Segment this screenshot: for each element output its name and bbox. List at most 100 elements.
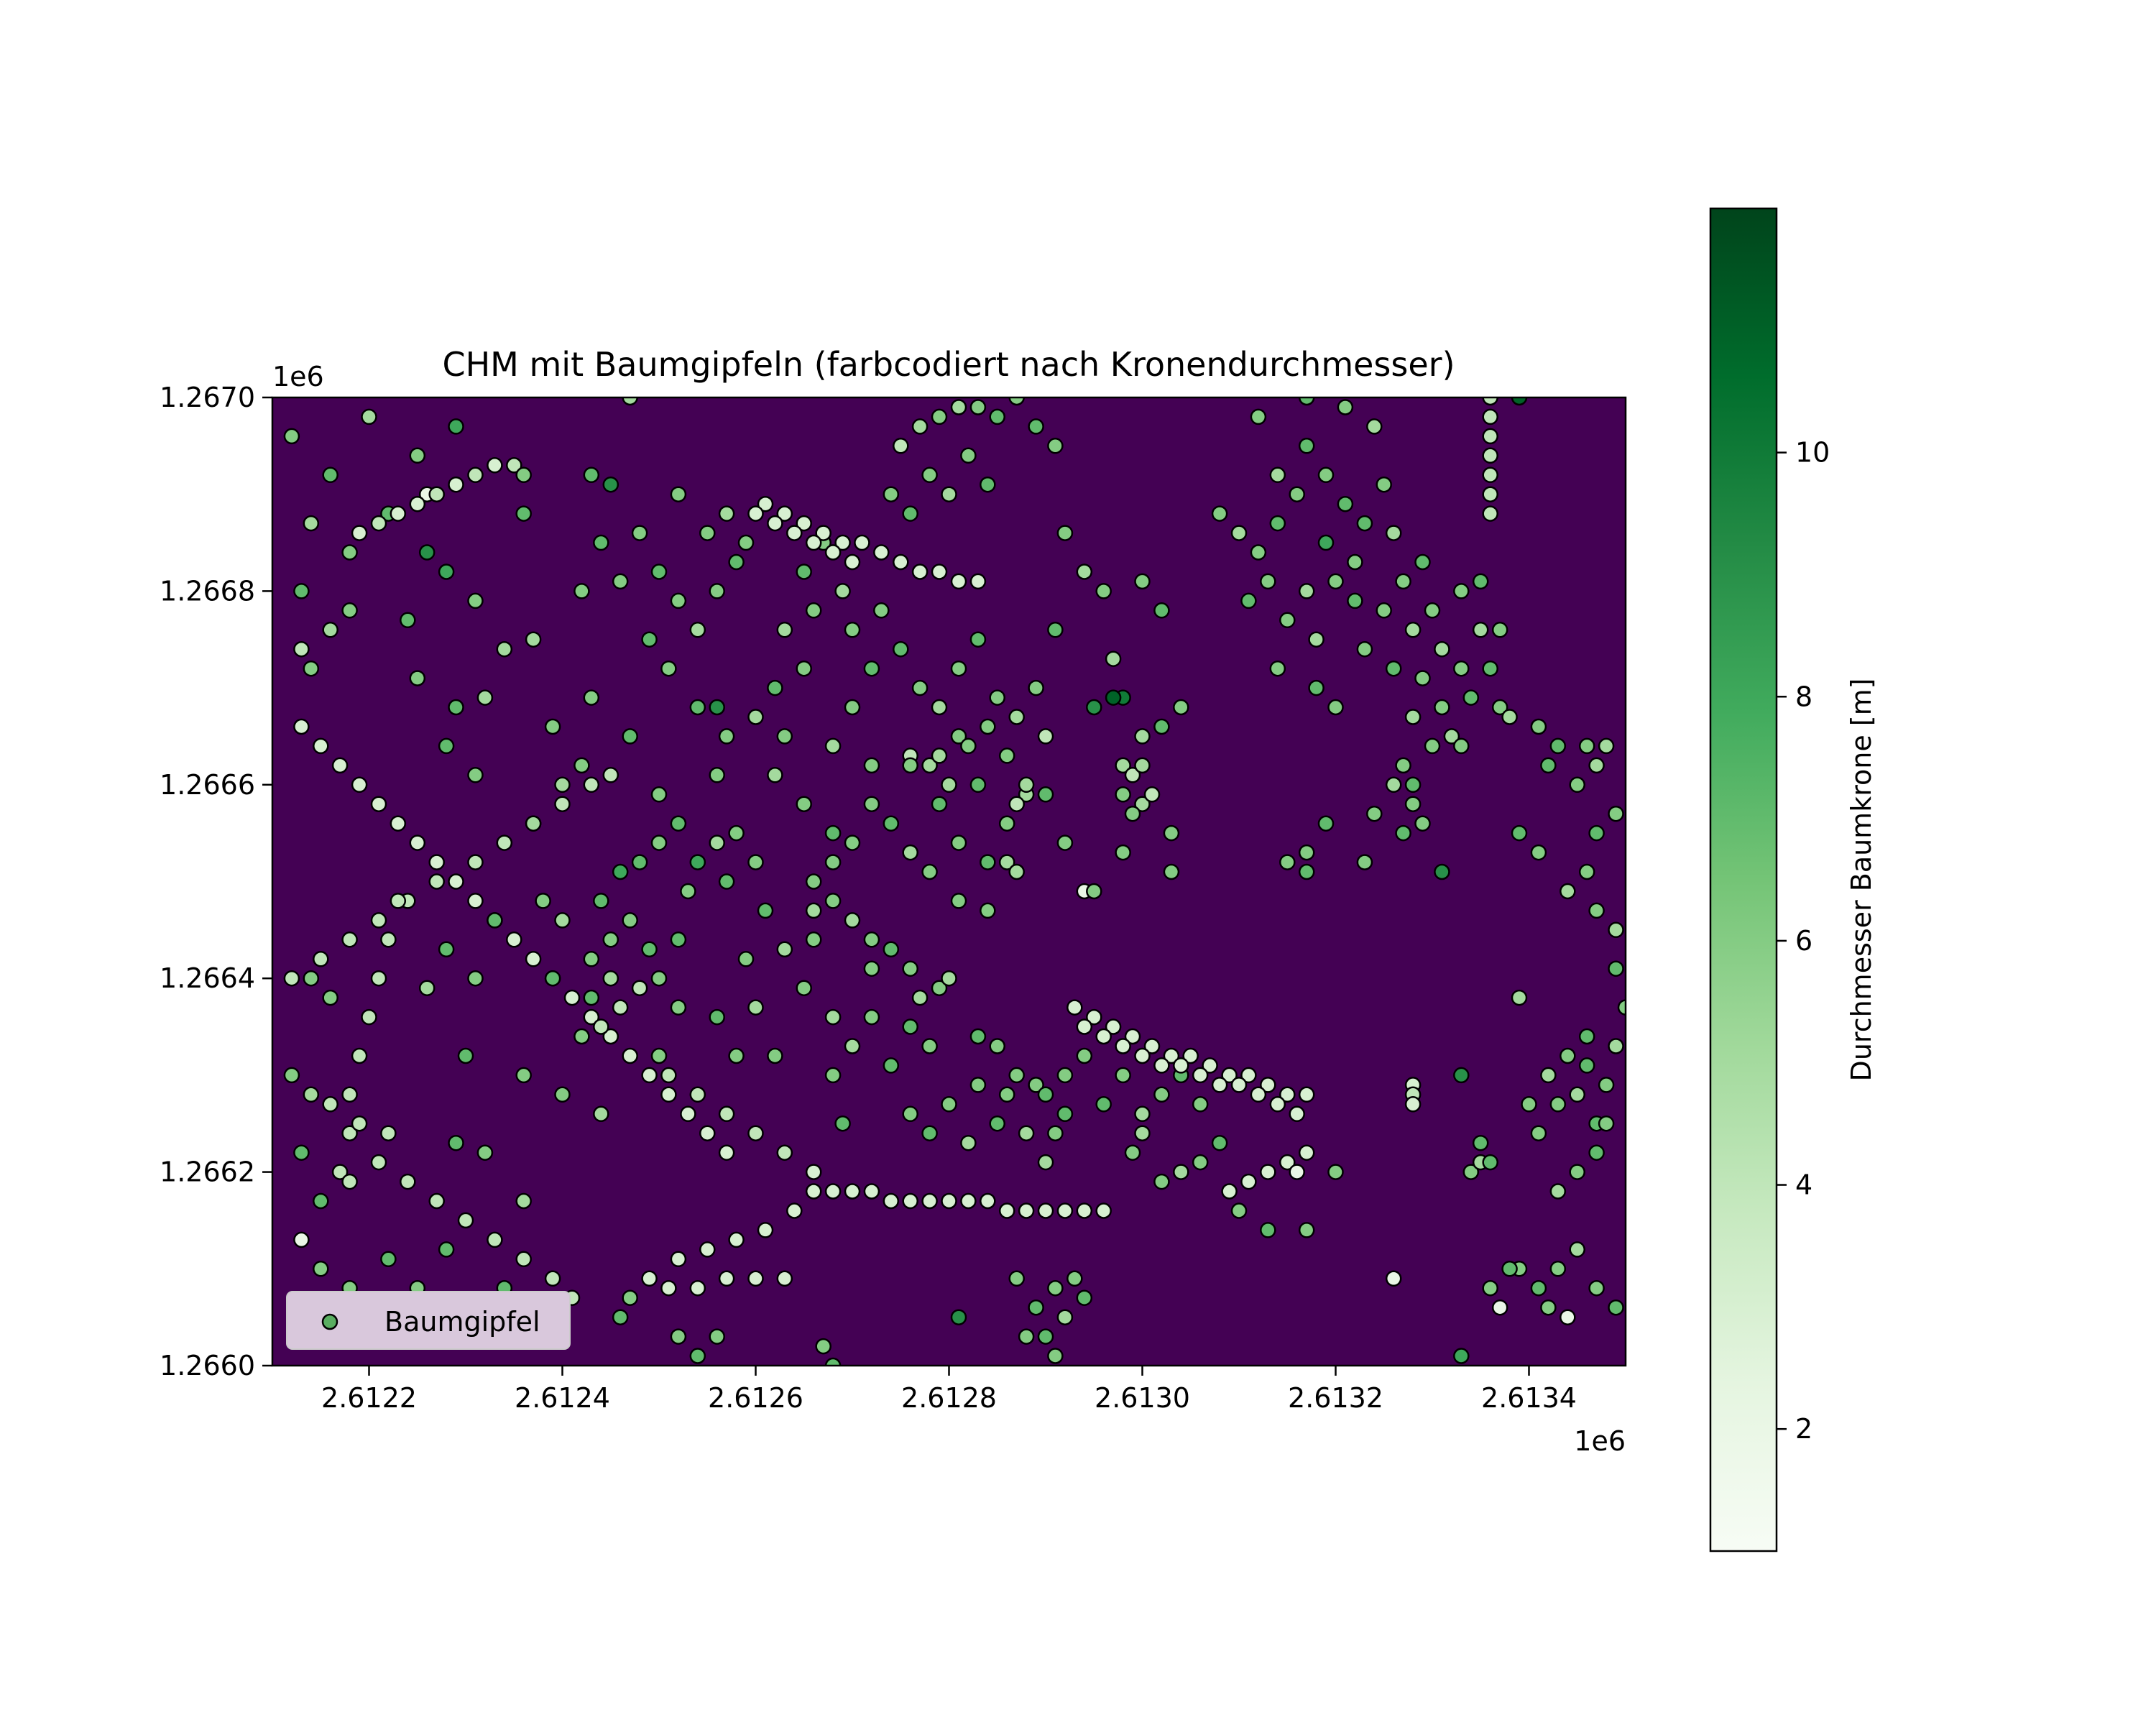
tree-top-point: [1018, 1328, 1035, 1345]
tree-top-point: [767, 515, 783, 532]
tree-top-point: [796, 515, 812, 532]
tree-top-point: [776, 728, 793, 745]
tree-top-point: [1608, 960, 1624, 977]
tree-top-point: [1424, 602, 1441, 619]
tree-top-point: [622, 397, 638, 406]
tree-top-point: [380, 1251, 397, 1268]
tree-top-point: [1298, 1086, 1315, 1103]
tree-top-point: [1056, 1202, 1074, 1219]
tree-top-point: [602, 476, 619, 493]
tree-top-point: [322, 1096, 338, 1113]
tree-top-point: [960, 737, 977, 755]
tree-top-point: [1134, 728, 1151, 745]
tree-top-point: [602, 932, 619, 948]
tree-top-point: [767, 767, 783, 783]
tree-top-point: [1105, 689, 1122, 706]
tree-top-point: [1260, 573, 1276, 590]
x-tick-label: 2.6124: [515, 1382, 610, 1414]
tree-top-point: [602, 1028, 619, 1045]
tree-top-point: [1317, 534, 1335, 551]
tree-top-point: [1578, 737, 1595, 755]
tree-top-point: [689, 1279, 706, 1297]
tree-top-point: [902, 960, 918, 977]
tree-top-point: [728, 1231, 745, 1248]
tree-top-point: [1569, 1241, 1585, 1258]
tree-top-point: [1414, 815, 1431, 832]
tree-top-point: [1076, 1047, 1093, 1064]
tree-top-point: [863, 796, 880, 812]
tree-top-point: [1472, 622, 1489, 638]
tree-top-point: [1134, 1125, 1151, 1141]
tree-top-point: [689, 699, 706, 716]
tree-top-point: [400, 612, 416, 629]
tree-top-point: [1404, 776, 1422, 794]
y-offset-label: 1e6: [272, 361, 324, 392]
tree-top-point: [1482, 466, 1498, 484]
tree-top-point: [873, 602, 890, 619]
tree-top-point: [554, 1086, 571, 1103]
tree-top-point: [670, 1251, 687, 1268]
tree-top-point: [1163, 863, 1180, 880]
tree-top-point: [796, 564, 812, 580]
tree-top-point: [883, 815, 900, 832]
tree-top-point: [709, 1008, 725, 1026]
tree-top-point: [1598, 737, 1615, 755]
plot-background: [272, 397, 1626, 1366]
tree-top-point: [796, 660, 812, 677]
tree-top-point: [400, 1173, 416, 1190]
tree-top-point: [641, 1270, 658, 1287]
tree-top-point: [1250, 408, 1267, 426]
tree-top-point: [1569, 1086, 1585, 1103]
tree-top-point: [622, 1289, 638, 1306]
tree-top-point: [351, 525, 368, 541]
tree-top-point: [1230, 1202, 1248, 1219]
tree-top-point: [341, 1173, 358, 1190]
tree-top-point: [1598, 1115, 1615, 1132]
tree-top-point: [448, 1134, 464, 1151]
tree-top-point: [1143, 786, 1161, 803]
tree-top-point: [873, 544, 890, 561]
tree-top-point: [525, 631, 542, 648]
tree-top-point: [1578, 1057, 1595, 1074]
tree-top-point: [593, 893, 609, 909]
tree-top-point: [950, 660, 967, 677]
tree-top-point: [950, 834, 967, 851]
tree-top-point: [747, 505, 764, 522]
tree-top-point: [418, 544, 436, 561]
tree-top-point: [525, 815, 542, 832]
tree-top-point: [883, 941, 900, 958]
colorbar-label: Durchmesser Baumkrone [m]: [1846, 678, 1877, 1082]
tree-top-point: [815, 1338, 831, 1355]
tree-top-point: [476, 689, 494, 706]
tree-top-point: [998, 748, 1015, 764]
tree-top-point: [631, 854, 648, 870]
tree-top-point: [1549, 1096, 1567, 1113]
x-tick-label: 2.6132: [1288, 1382, 1383, 1414]
tree-top-point: [1076, 1289, 1093, 1306]
tree-top-point: [583, 689, 600, 706]
tree-top-point: [786, 525, 803, 541]
tree-top-point: [921, 1192, 938, 1210]
tree-top-point: [1356, 854, 1373, 870]
tree-top-point: [1462, 689, 1480, 706]
tree-top-point: [487, 457, 503, 474]
tree-top-point: [980, 476, 996, 493]
tree-top-point: [293, 718, 310, 735]
tree-top-point: [921, 757, 938, 774]
tree-top-point: [834, 1115, 851, 1132]
tree-top-point: [1385, 776, 1402, 794]
tree-top-point: [1385, 1270, 1402, 1287]
tree-top-point: [1047, 438, 1064, 454]
tree-top-point: [1018, 1125, 1035, 1141]
tree-top-point: [361, 408, 377, 426]
tree-top-point: [989, 689, 1005, 706]
tree-top-point: [1269, 1096, 1286, 1113]
tree-top-point: [718, 1270, 735, 1287]
tree-top-point: [670, 486, 687, 502]
tree-top-point: [563, 989, 581, 1006]
tree-top-point: [583, 466, 600, 484]
tree-top-point: [863, 1008, 880, 1026]
tree-top-point: [593, 534, 609, 551]
tree-top-point: [1298, 397, 1315, 406]
tree-top-point: [1521, 1096, 1537, 1113]
